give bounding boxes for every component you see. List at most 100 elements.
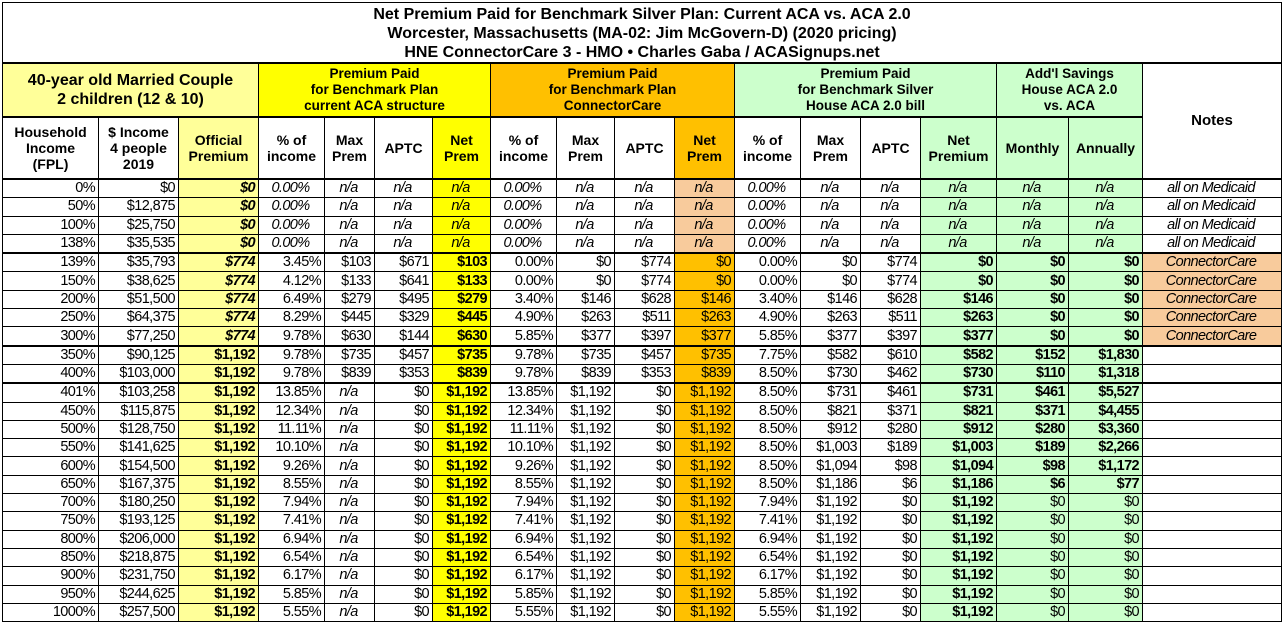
- column-header-line: % of: [276, 132, 307, 148]
- cell-cc-max-prem: $1,192: [556, 456, 615, 476]
- cell-notes: [1141, 511, 1283, 531]
- cell-savings-monthly: n/a: [996, 215, 1069, 235]
- cell-house-aptc: $0: [860, 602, 921, 623]
- cell-notes: [1141, 382, 1283, 403]
- cell-savings-monthly: $0: [996, 602, 1069, 623]
- cell-aca-net-prem: $1,192: [432, 566, 491, 586]
- cell-aca-net-prem: $1,192: [432, 493, 491, 513]
- cell-cc-pct-income: 0.00%: [490, 271, 557, 291]
- column-header-house-max-prem: Max Prem: [800, 116, 861, 180]
- cell-aca-pct-income: 6.17%: [258, 566, 325, 586]
- table-row: 300% $77,250 $774 9.78% $630 $144 $630 5.85% $37…: [2, 326, 1283, 347]
- title-line-2: Worcester, Massachusetts (MA-02: Jim McG…: [387, 25, 897, 42]
- cell-notes: [1141, 602, 1283, 623]
- cell-savings-monthly: n/a: [996, 233, 1069, 254]
- cell-aca-aptc: n/a: [374, 215, 433, 235]
- cell-house-net-premium: $146: [920, 289, 997, 310]
- house-line-3: House ACA 2.0 bill: [805, 98, 926, 113]
- aca-line-2: for Benchmark Plan: [310, 82, 439, 97]
- cell-official-premium: $1,192: [178, 511, 259, 531]
- table-row: 100% $25,750 $0 0.00% n/a n/a n/a 0.00% n/a n/a n/…: [2, 215, 1283, 235]
- cell-income: $167,375: [98, 474, 179, 495]
- cell-aca-pct-income: 0.00%: [258, 233, 325, 254]
- column-header-line: income: [266, 148, 316, 164]
- cell-house-net-premium: n/a: [920, 197, 997, 217]
- cell-aca-max-prem: n/a: [324, 493, 375, 513]
- cell-house-aptc: $0: [860, 547, 921, 568]
- cell-aca-pct-income: 7.41%: [258, 511, 325, 531]
- cell-house-pct-income: 7.41%: [734, 511, 801, 531]
- cell-aca-net-prem: $839: [432, 363, 491, 384]
- cell-savings-monthly: $0: [996, 584, 1069, 604]
- cell-notes: ConnectorCare: [1141, 308, 1283, 328]
- cell-income: $35,535: [98, 233, 179, 254]
- cell-house-pct-income: 0.00%: [734, 178, 801, 199]
- cell-savings-monthly: $0: [996, 566, 1069, 586]
- cell-house-net-premium: $1,186: [920, 474, 997, 495]
- cell-official-premium: $1,192: [178, 401, 259, 421]
- premium-table: Net Premium Paid for Benchmark Silver Pl…: [1, 2, 1283, 623]
- cell-notes: ConnectorCare: [1141, 289, 1283, 310]
- table-row: 50% $12,875 $0 0.00% n/a n/a n/a 0.00% n/a n/a n/a…: [2, 197, 1283, 217]
- cell-house-max-prem: $731: [800, 382, 861, 403]
- cell-savings-annually: $3,360: [1068, 419, 1143, 440]
- cell-aca-max-prem: n/a: [324, 547, 375, 568]
- cell-house-pct-income: 5.55%: [734, 602, 801, 623]
- cell-income: $115,875: [98, 401, 179, 421]
- column-header-line: Net: [947, 132, 970, 148]
- cell-savings-annually: n/a: [1068, 215, 1143, 235]
- cell-cc-max-prem: $1,192: [556, 401, 615, 421]
- cell-aca-aptc: $0: [374, 419, 433, 440]
- column-header-line: % of: [508, 132, 539, 148]
- column-header-line: 4 people: [110, 140, 167, 156]
- cell-cc-pct-income: 6.17%: [490, 566, 557, 586]
- column-header-line: Premium: [188, 148, 249, 164]
- cell-house-max-prem: $912: [800, 419, 861, 440]
- house-line-1: Premium Paid: [820, 66, 911, 81]
- column-header-fpl: Household Income (FPL): [2, 116, 99, 180]
- cell-house-max-prem: n/a: [800, 197, 861, 217]
- cell-house-pct-income: 0.00%: [734, 215, 801, 235]
- title-line-1: Net Premium Paid for Benchmark Silver Pl…: [373, 6, 911, 23]
- cell-house-net-premium: $731: [920, 382, 997, 403]
- cell-income: $218,875: [98, 547, 179, 568]
- cell-house-pct-income: 5.85%: [734, 584, 801, 604]
- cell-notes: all on Medicaid: [1141, 197, 1283, 217]
- cell-notes: [1141, 344, 1283, 365]
- cell-aca-aptc: $0: [374, 529, 433, 549]
- cell-notes: [1141, 474, 1283, 495]
- cell-income: $193,125: [98, 511, 179, 531]
- cell-aca-net-prem: n/a: [432, 178, 491, 199]
- cell-official-premium: $774: [178, 271, 259, 291]
- cell-aca-aptc: $671: [374, 252, 433, 273]
- house-line-2: for Benchmark Silver: [797, 82, 934, 97]
- cell-house-max-prem: $821: [800, 401, 861, 421]
- cell-cc-net-prem: $1,192: [674, 382, 735, 403]
- cell-aca-max-prem: $133: [324, 271, 375, 291]
- cell-cc-max-prem: n/a: [556, 233, 615, 254]
- cell-aca-pct-income: 0.00%: [258, 178, 325, 199]
- column-header-line: Max: [571, 132, 600, 148]
- cell-official-premium: $1,192: [178, 382, 259, 403]
- cell-house-max-prem: $1,192: [800, 566, 861, 586]
- cell-house-net-premium: $1,192: [920, 511, 997, 531]
- savings-line-2: House ACA 2.0: [1021, 82, 1118, 97]
- cell-savings-monthly: $461: [996, 382, 1069, 403]
- column-header-house-pct-income: % of income: [734, 116, 801, 180]
- cell-income: $257,500: [98, 602, 179, 623]
- cell-cc-aptc: $628: [614, 289, 675, 310]
- cell-house-aptc: $774: [860, 252, 921, 273]
- cell-notes: [1141, 456, 1283, 476]
- cell-official-premium: $774: [178, 308, 259, 328]
- cell-cc-net-prem: $263: [674, 308, 735, 328]
- cell-house-net-premium: $730: [920, 363, 997, 384]
- cell-official-premium: $0: [178, 233, 259, 254]
- column-header-cc-max-prem: Max Prem: [556, 116, 615, 180]
- column-header-line: Max: [335, 132, 364, 148]
- cell-savings-annually: $0: [1068, 602, 1143, 623]
- cell-cc-net-prem: $1,192: [674, 438, 735, 458]
- house-aca2-group-header: Premium Paid for Benchmark Silver House …: [734, 62, 997, 118]
- cell-house-pct-income: 6.94%: [734, 529, 801, 549]
- cell-notes: [1141, 401, 1283, 421]
- cell-cc-net-prem: n/a: [674, 233, 735, 254]
